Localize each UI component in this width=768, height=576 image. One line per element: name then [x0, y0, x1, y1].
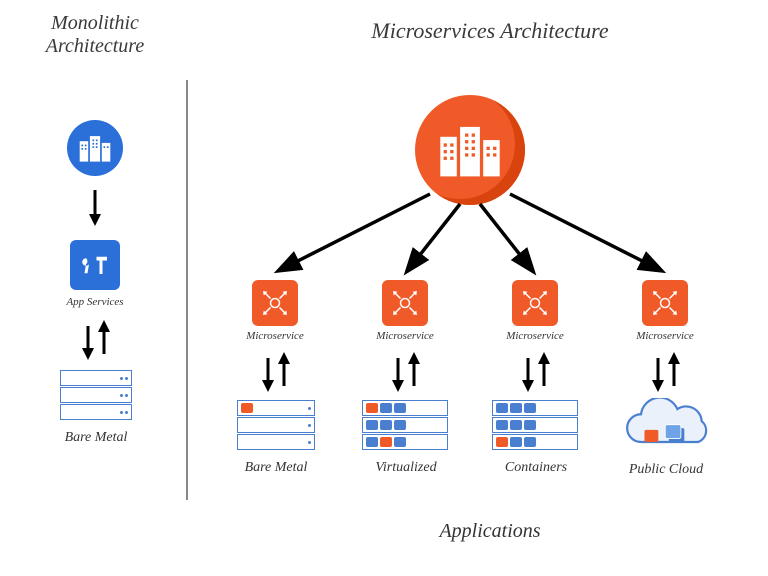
server-virtualized: [362, 400, 448, 450]
mono-building-icon: [67, 120, 123, 176]
target-label-4: Public Cloud: [620, 462, 712, 478]
mono-updown-arrows: [74, 318, 118, 362]
hub-arrows: [210, 170, 730, 290]
updown-4: [644, 350, 688, 394]
applications-label: Applications: [390, 520, 590, 543]
microservice-label-1: Microservice: [240, 330, 310, 342]
app-services-icon: [70, 240, 120, 290]
target-label-3: Containers: [495, 460, 577, 476]
microservice-label-3: Microservice: [500, 330, 570, 342]
microservice-icon-3: [512, 280, 558, 326]
vertical-divider: [186, 80, 188, 500]
mono-bare-metal-label: Bare Metal: [55, 430, 137, 446]
target-label-2: Virtualized: [365, 460, 447, 476]
updown-1: [254, 350, 298, 394]
public-cloud-icon: [615, 398, 719, 465]
monolithic-title: Monolithic Architecture: [20, 12, 170, 58]
mono-arrow-1: [85, 188, 105, 228]
server-bare-metal: [237, 400, 315, 450]
microservices-title: Microservices Architecture: [320, 18, 660, 44]
server-containers: [492, 400, 578, 450]
microservice-icon-4: [642, 280, 688, 326]
app-services-label: App Services: [55, 296, 135, 308]
microservice-icon-2: [382, 280, 428, 326]
microservice-icon-1: [252, 280, 298, 326]
target-label-1: Bare Metal: [235, 460, 317, 476]
microservice-label-2: Microservice: [370, 330, 440, 342]
microservice-label-4: Microservice: [630, 330, 700, 342]
updown-3: [514, 350, 558, 394]
mono-server-stack: [60, 370, 132, 420]
updown-2: [384, 350, 428, 394]
